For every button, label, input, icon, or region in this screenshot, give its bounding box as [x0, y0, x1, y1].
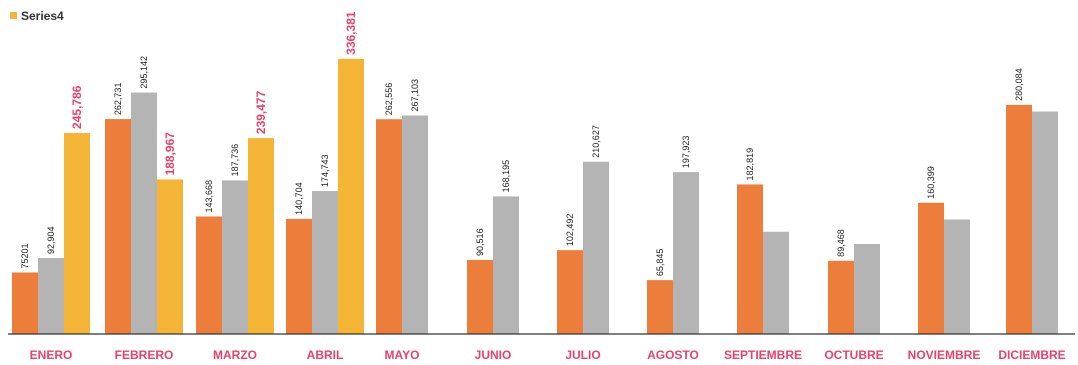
bar-diciembre-series1 [1006, 104, 1032, 334]
bar-septiembre-series2 [763, 231, 789, 334]
value-label-septiembre-series1: 182,819 [745, 148, 755, 181]
value-label-mayo-series2: 267,103 [410, 79, 420, 112]
category-label-septiembre: SEPTIEMBRE [724, 348, 802, 362]
bars-layer [12, 58, 1058, 335]
category-label-abril: ABRIL [307, 348, 344, 362]
value-label-diciembre-series1: 280,084 [1014, 68, 1024, 101]
value-label-agosto-series1: 65,845 [655, 249, 665, 277]
value-label-julio-series2: 210,627 [591, 125, 601, 158]
bar-octubre-series1 [828, 260, 854, 334]
value-label-junio-series1: 90,516 [475, 228, 485, 256]
value-label-febrero-series2: 295,142 [139, 56, 149, 89]
bar-diciembre-series2 [1032, 111, 1058, 334]
value-label-octubre-series1: 89,468 [836, 229, 846, 257]
value-label-enero-series3: 245,786 [70, 85, 84, 129]
category-label-diciembre: DICIEMBRE [998, 348, 1065, 362]
category-label-junio: JUNIO [475, 348, 512, 362]
legend-swatch-series4 [10, 12, 17, 19]
bar-enero-series3 [64, 132, 90, 334]
bar-abril-series1 [286, 218, 312, 334]
value-label-abril-series1: 140,704 [294, 182, 304, 215]
bar-agosto-series1 [647, 280, 673, 334]
legend: Series4 [10, 9, 64, 23]
value-labels-layer: 75201 92,904 245,786 262,731 295,142 188,967 1… [20, 11, 1024, 276]
category-label-octubre: OCTUBRE [824, 348, 883, 362]
value-label-agosto-series2: 197,923 [681, 136, 691, 169]
bar-noviembre-series2 [944, 219, 970, 334]
bar-marzo-series1 [196, 216, 222, 334]
bar-julio-series1 [557, 250, 583, 334]
category-label-marzo: MARZO [213, 348, 257, 362]
bar-agosto-series2 [673, 172, 699, 334]
value-label-enero-series2: 92,904 [46, 226, 56, 254]
value-label-febrero-series3: 188,967 [163, 132, 177, 176]
value-label-enero-series1: 75201 [20, 243, 30, 268]
value-label-noviembre-series1: 160,399 [926, 166, 936, 199]
bar-junio-series2 [493, 196, 519, 334]
bar-febrero-series2 [131, 92, 157, 334]
bar-abril-series3 [338, 58, 364, 335]
value-label-marzo-series2: 187,736 [230, 144, 240, 177]
bar-enero-series2 [38, 258, 64, 334]
bar-febrero-series1 [105, 119, 131, 334]
bar-febrero-series3 [157, 179, 183, 334]
value-label-abril-series2: 174,743 [320, 155, 330, 188]
bar-abril-series2 [312, 191, 338, 334]
value-label-abril-series3: 336,381 [344, 11, 358, 55]
value-label-junio-series2: 168,195 [501, 160, 511, 193]
bar-junio-series1 [467, 259, 493, 334]
bar-mayo-series1 [376, 119, 402, 335]
category-label-mayo: MAYO [385, 348, 420, 362]
category-label-febrero: FEBRERO [115, 348, 174, 362]
category-label-julio: JULIO [565, 348, 600, 362]
bar-octubre-series2 [854, 244, 880, 334]
value-label-julio-series1: 102,492 [565, 214, 575, 247]
category-label-agosto: AGOSTO [647, 348, 699, 362]
bar-julio-series2 [583, 161, 609, 334]
bar-mayo-series2 [402, 115, 428, 335]
category-labels-layer: ENERO FEBRERO MARZO ABRIL MAYO JUNIO JULIO AGOS… [30, 348, 1066, 362]
value-label-febrero-series1: 262,731 [113, 83, 123, 116]
bar-septiembre-series1 [737, 184, 763, 334]
value-label-marzo-series3: 239,477 [254, 90, 268, 134]
value-label-marzo-series1: 143,668 [204, 180, 214, 213]
category-label-enero: ENERO [30, 348, 73, 362]
bar-marzo-series3 [248, 138, 274, 334]
bar-noviembre-series1 [918, 202, 944, 334]
category-label-noviembre: NOVIEMBRE [908, 348, 981, 362]
bar-marzo-series2 [222, 180, 248, 334]
bar-enero-series1 [12, 272, 38, 334]
value-label-mayo-series1: 262,556 [384, 83, 394, 116]
legend-label-series4: Series4 [21, 9, 64, 23]
